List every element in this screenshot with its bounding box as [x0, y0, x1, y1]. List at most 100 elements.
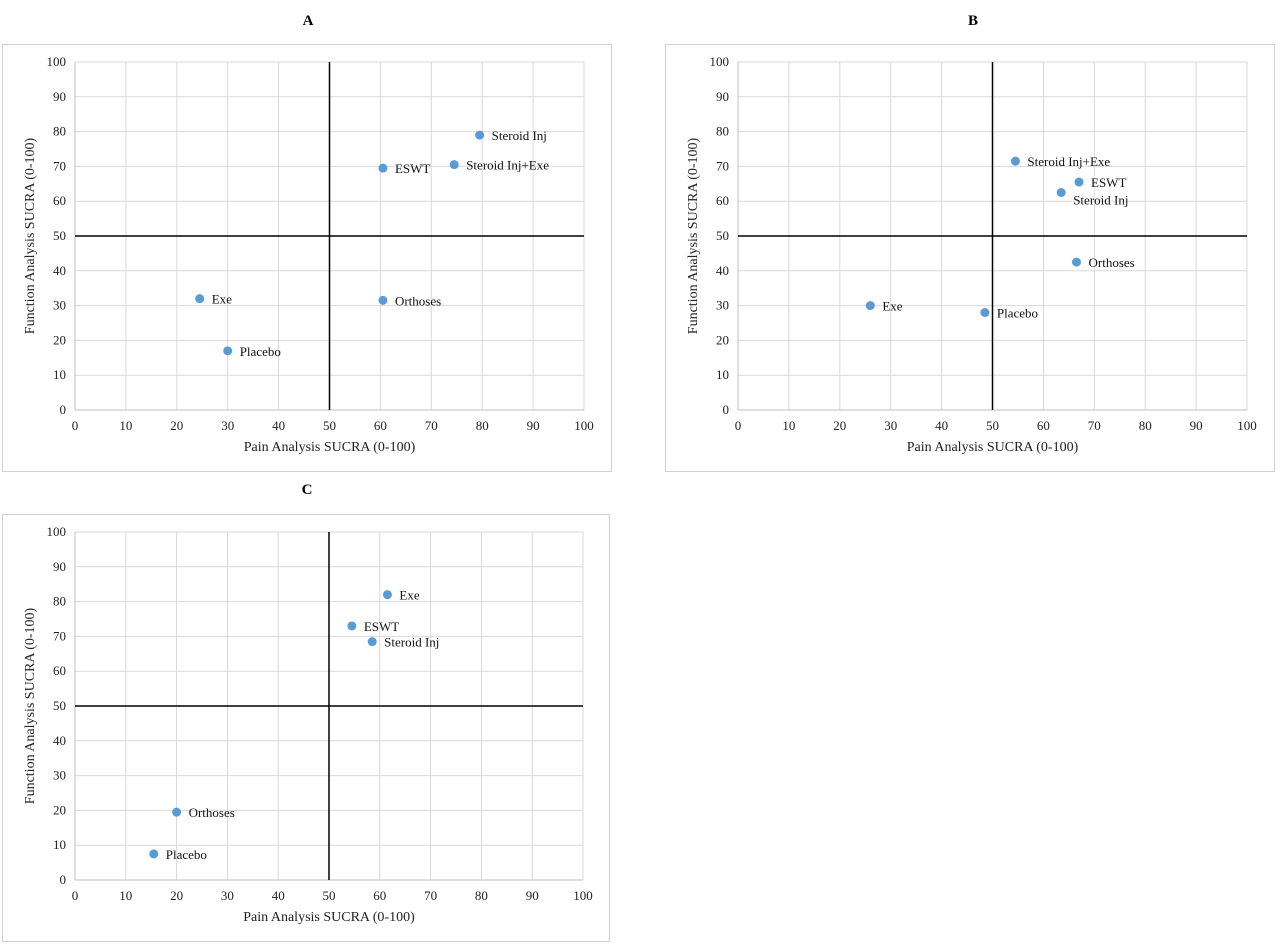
chart-a-point-5 — [223, 346, 233, 356]
chart-a-ylabel: Function Analysis SUCRA (0-100) — [23, 137, 38, 334]
chart-a-point-0 — [475, 130, 485, 140]
chart-a-xtick-4: 40 — [272, 418, 285, 433]
chart-c-xtick-7: 70 — [424, 888, 437, 903]
chart-c-xtick-5: 50 — [323, 888, 336, 903]
chart-a-xtick-7: 70 — [425, 418, 438, 433]
chart-c-ytick-2: 20 — [53, 802, 66, 817]
chart-a-ytick-0: 0 — [60, 402, 67, 417]
chart-c-ytick-5: 50 — [53, 698, 66, 713]
chart-c-xtick-4: 40 — [272, 888, 285, 903]
chart-a-xlabel: Pain Analysis SUCRA (0-100) — [244, 440, 416, 455]
chart-c-point-2 — [367, 637, 377, 647]
chart-a-ytick-3: 30 — [53, 298, 66, 313]
chart-b-point-label-5: Placebo — [997, 306, 1038, 321]
chart-b-xtick-4: 40 — [935, 418, 948, 433]
chart-b-xtick-7: 70 — [1088, 418, 1101, 433]
chart-c-xlabel: Pain Analysis SUCRA (0-100) — [243, 910, 415, 925]
chart-a-title: A — [302, 13, 314, 29]
chart-c-ytick-3: 30 — [53, 768, 66, 783]
chart-c-point-3 — [172, 807, 182, 817]
chart-a-point-2 — [378, 163, 388, 173]
chart-a-xtick-9: 90 — [527, 418, 540, 433]
chart-c-ytick-1: 10 — [53, 837, 66, 852]
chart-b-xtick-9: 90 — [1190, 418, 1203, 433]
chart-c-title: C — [301, 482, 313, 498]
chart-b-point-4 — [865, 301, 875, 311]
chart-b-ytick-9: 90 — [716, 89, 729, 104]
chart-a-frame — [2, 44, 612, 472]
chart-a-ytick-7: 70 — [53, 158, 66, 173]
chart-a-point-label-1: Steroid Inj+Exe — [466, 158, 549, 173]
chart-c-ytick-6: 60 — [53, 663, 66, 678]
chart-a-point-4 — [378, 295, 388, 305]
chart-c-ytick-0: 0 — [60, 872, 67, 887]
chart-a-ytick-5: 50 — [53, 228, 66, 243]
chart-a-xtick-6: 60 — [374, 418, 387, 433]
chart-b-ytick-3: 30 — [716, 298, 729, 313]
chart-c-point-4 — [149, 849, 159, 859]
chart-c-xtick-8: 80 — [475, 888, 488, 903]
chart-c-ytick-8: 80 — [53, 594, 66, 609]
chart-a-point-label-4: Orthoses — [395, 293, 441, 308]
chart-c-xtick-1: 10 — [119, 888, 132, 903]
chart-b-point-1 — [1074, 177, 1084, 187]
chart-a-ytick-9: 90 — [53, 89, 66, 104]
chart-c-ytick-7: 70 — [53, 628, 66, 643]
chart-b-point-label-3: Orthoses — [1088, 255, 1134, 270]
chart-a-point-1 — [449, 160, 459, 170]
chart-c-xtick-10: 100 — [573, 888, 593, 903]
chart-c-frame — [2, 514, 610, 942]
chart-c-xtick-2: 20 — [170, 888, 183, 903]
chart-a-point-3 — [195, 294, 205, 304]
chart-b-ytick-5: 50 — [716, 228, 729, 243]
chart-a-xtick-1: 10 — [119, 418, 132, 433]
chart-b-ytick-10: 100 — [710, 54, 730, 69]
chart-b-point-2 — [1056, 188, 1066, 197]
chart-a-ytick-10: 100 — [47, 54, 67, 69]
chart-b-ytick-1: 10 — [716, 367, 729, 382]
chart-a-point-label-2: ESWT — [395, 161, 430, 176]
chart-b-title: B — [967, 13, 978, 29]
chart-a-point-label-3: Exe — [212, 292, 232, 307]
chart-b-ytick-7: 70 — [716, 158, 729, 173]
chart-a-xtick-3: 30 — [221, 418, 234, 433]
chart-b-ylabel: Function Analysis SUCRA (0-100) — [686, 137, 701, 334]
chart-a-ytick-6: 60 — [53, 193, 66, 208]
chart-c-point-label-3: Orthoses — [189, 805, 235, 820]
chart-b-xtick-2: 20 — [833, 418, 846, 433]
chart-b-xtick-0: 0 — [735, 418, 742, 433]
chart-c-xtick-6: 60 — [373, 888, 386, 903]
chart-b-xtick-8: 80 — [1139, 418, 1152, 433]
chart-b-ytick-0: 0 — [723, 402, 730, 417]
chart-a-ytick-4: 40 — [53, 263, 66, 278]
chart-c-point-label-1: ESWT — [364, 619, 399, 634]
chart-b-point-label-2: Steroid Inj — [1073, 193, 1128, 208]
chart-a-point-label-0: Steroid Inj — [492, 128, 547, 143]
chart-c-xtick-0: 0 — [72, 888, 79, 903]
chart-c-xtick-3: 30 — [221, 888, 234, 903]
chart-c-xtick-9: 90 — [526, 888, 539, 903]
chart-c-point-0 — [382, 590, 392, 600]
chart-a-xtick-8: 80 — [476, 418, 489, 433]
chart-a-ytick-2: 20 — [53, 332, 66, 347]
chart-b-ytick-4: 40 — [716, 263, 729, 278]
chart-b-ytick-2: 20 — [716, 332, 729, 347]
chart-a-xtick-5: 50 — [323, 418, 336, 433]
chart-b-xtick-1: 10 — [782, 418, 795, 433]
chart-b-xtick-10: 100 — [1237, 418, 1257, 433]
chart-c-ytick-10: 100 — [47, 524, 67, 539]
chart-b-point-label-0: Steroid Inj+Exe — [1027, 154, 1110, 169]
chart-b-ytick-6: 60 — [716, 193, 729, 208]
chart-b-point-3 — [1071, 257, 1081, 267]
chart-c-point-label-4: Placebo — [166, 847, 207, 862]
chart-a-point-label-5: Placebo — [240, 344, 281, 359]
chart-a-xtick-10: 100 — [574, 418, 594, 433]
chart-c-point-label-0: Exe — [399, 588, 419, 603]
chart-a-ytick-1: 10 — [53, 367, 66, 382]
chart-b-xtick-3: 30 — [884, 418, 897, 433]
chart-b-point-5 — [980, 308, 990, 318]
chart-b-point-label-1: ESWT — [1091, 175, 1126, 190]
chart-c-ylabel: Function Analysis SUCRA (0-100) — [23, 607, 38, 804]
chart-b-ytick-8: 80 — [716, 124, 729, 139]
chart-c-ytick-4: 40 — [53, 733, 66, 748]
